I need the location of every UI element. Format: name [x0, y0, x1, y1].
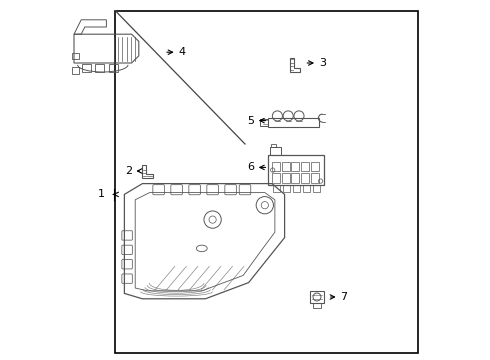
Bar — [116, 11, 418, 353]
Bar — [269, 118, 319, 127]
Text: 6: 6 — [247, 162, 254, 172]
Bar — [272, 162, 280, 171]
Bar — [303, 185, 310, 192]
Bar — [313, 185, 320, 192]
Text: 4: 4 — [178, 47, 186, 57]
Bar — [72, 53, 79, 59]
Bar — [72, 67, 79, 74]
Bar — [310, 291, 324, 303]
Bar — [311, 173, 319, 183]
Bar — [95, 64, 103, 72]
Bar — [301, 162, 309, 171]
Bar — [293, 185, 300, 192]
Text: 3: 3 — [319, 58, 326, 68]
Text: 5: 5 — [247, 116, 254, 126]
Bar — [311, 162, 319, 171]
Bar — [282, 173, 290, 183]
Text: 2: 2 — [125, 166, 132, 176]
Text: 1: 1 — [98, 189, 104, 199]
Bar — [273, 185, 280, 192]
Bar — [301, 173, 309, 183]
Bar — [272, 173, 280, 183]
Bar — [271, 144, 275, 147]
Bar — [283, 185, 290, 192]
Bar — [109, 64, 118, 72]
Bar — [314, 303, 320, 308]
Bar — [270, 147, 281, 155]
Bar — [261, 119, 269, 126]
Text: 7: 7 — [341, 292, 347, 302]
Bar — [282, 162, 290, 171]
Bar — [292, 162, 299, 171]
Bar — [292, 173, 299, 183]
Bar — [82, 64, 91, 72]
Bar — [269, 155, 324, 185]
